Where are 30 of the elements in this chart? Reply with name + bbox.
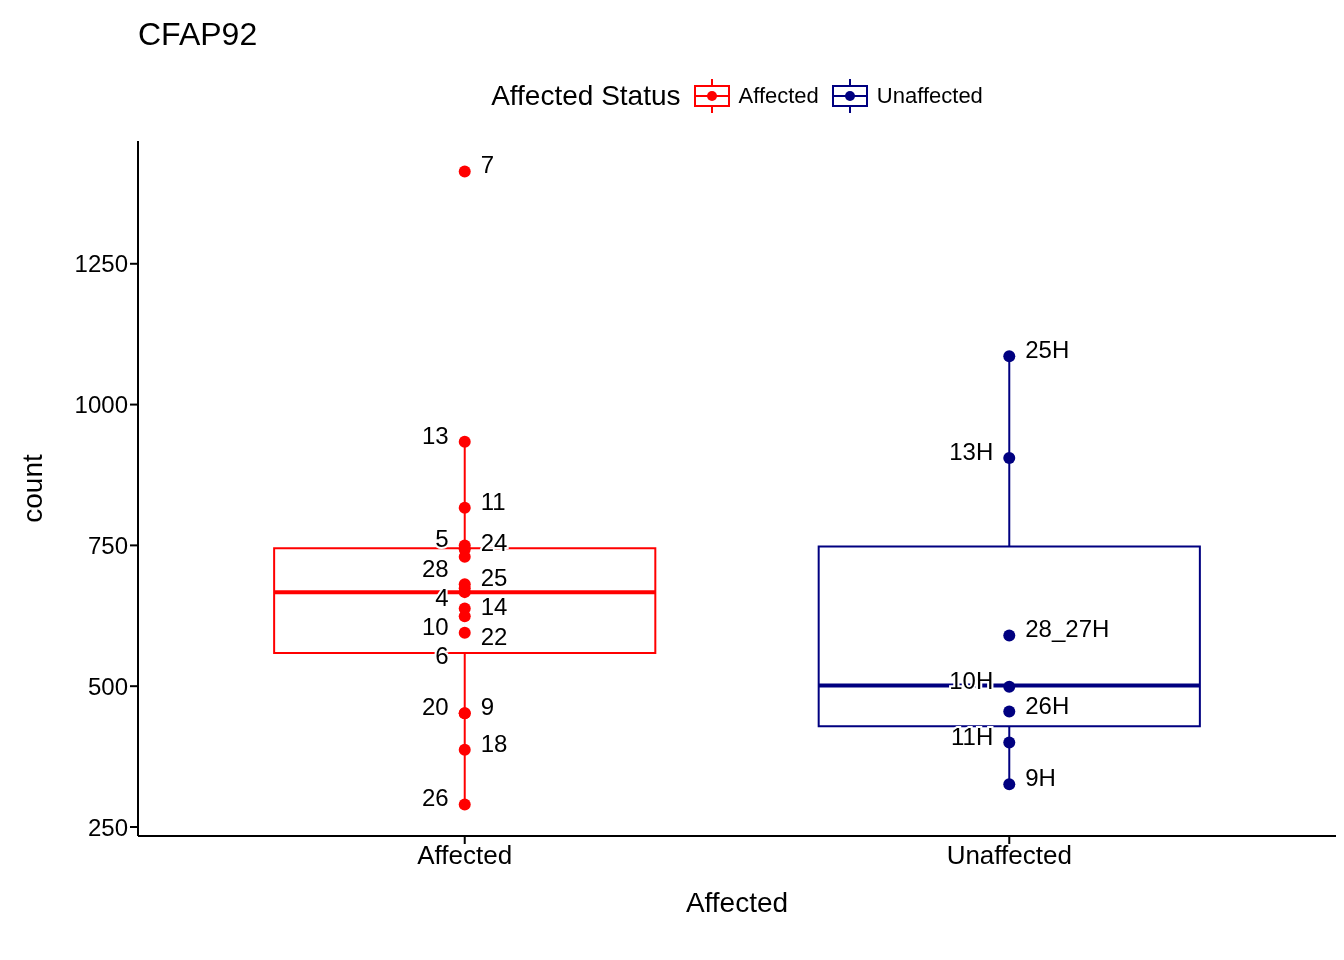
chart-title: CFAP92	[137, 15, 259, 54]
annotation: 10	[422, 612, 449, 640]
y-tick-label: 1250	[74, 250, 128, 278]
y-tick-label: 250	[87, 813, 128, 841]
y-tick-label: 750	[87, 531, 128, 559]
annotation: 13	[422, 421, 449, 449]
annotation: 28	[422, 554, 449, 582]
annotation: 26	[422, 784, 449, 812]
annotation: 5	[435, 525, 449, 553]
annotation: 28_27H	[1025, 615, 1110, 643]
annotation: 20	[422, 693, 449, 721]
y-axis-title: count	[16, 454, 48, 523]
legend-title: Affected Status	[491, 80, 681, 112]
annotation: 7	[480, 151, 495, 179]
annotation: 18	[480, 729, 508, 757]
x-axis-title: Affected	[685, 887, 789, 918]
annotation: 25H	[1025, 336, 1070, 364]
annotation: 26H	[1025, 691, 1070, 719]
annotation: 25	[480, 564, 508, 592]
annotation: 11	[480, 487, 506, 515]
annotation: 11H	[951, 722, 994, 750]
legend-label: Unaffected	[875, 82, 983, 110]
y-tick-label: 1000	[74, 391, 128, 419]
legend-label: Affected	[737, 82, 819, 110]
annotation: 9	[480, 693, 495, 721]
annotation: 9H	[1025, 764, 1056, 792]
y-tick-label: 500	[87, 672, 128, 700]
annotation: 14	[480, 593, 508, 621]
annotation: 22	[480, 622, 508, 650]
annotation: 13H	[949, 438, 994, 466]
